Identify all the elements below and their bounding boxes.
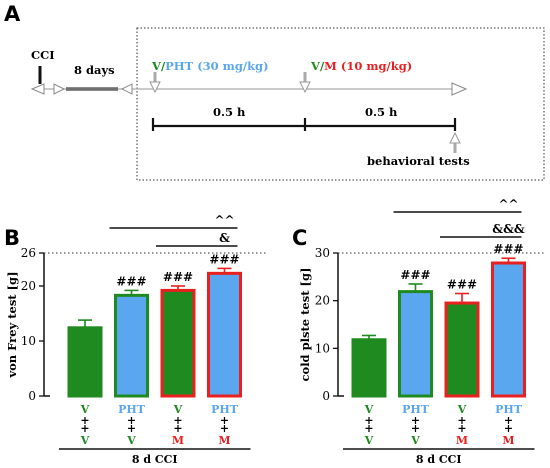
drug2-arrow-icon [299, 81, 311, 94]
panel-a-letter: A [4, 2, 21, 26]
category-top-label: V [457, 403, 467, 416]
y-axis-label: von Frey test [g] [5, 271, 19, 378]
drug2-label: V/M (10 mg/kg) [310, 59, 412, 73]
drug2-vehicle: V [310, 59, 321, 73]
drug1-label: V/PHT (30 mg/kg) [151, 59, 269, 73]
category-top-label: PHT [495, 403, 523, 416]
treatment-box [136, 27, 545, 181]
significance-label: ### [447, 278, 477, 292]
days-left-arrow-icon [53, 83, 66, 95]
panel-b-letter: B [4, 226, 20, 250]
category-plus: + [127, 414, 136, 427]
category-bottom-label: M [172, 434, 184, 447]
category-plus: + [364, 414, 373, 427]
significance-label: ### [116, 274, 146, 288]
category-plus: + [411, 422, 420, 435]
bar [351, 338, 387, 398]
category-plus: + [504, 414, 513, 427]
y-axis-label: cold plste test [g] [298, 268, 312, 382]
category-plus: + [411, 414, 420, 427]
category-plus: + [173, 422, 182, 435]
timeline-right-arrow-icon [451, 82, 468, 96]
bar [207, 271, 242, 398]
category-top-label: PHT [118, 403, 146, 416]
y-tick-label: 26 [21, 246, 36, 260]
category-plus: + [504, 422, 513, 435]
category-top-label: V [80, 403, 90, 416]
bar [114, 293, 149, 398]
significance-label: ### [209, 252, 239, 266]
panel-a: A CCI 8 days V/PHT (30 mg/kg) V/M (10 mg… [4, 2, 545, 181]
days-right-arrow-icon [120, 83, 133, 95]
y-tick-label: 20 [21, 279, 36, 293]
tests-arrow-icon [449, 131, 461, 144]
category-plus: + [457, 422, 466, 435]
drug1-arrow-icon [149, 81, 161, 94]
comparison-label: ^^ [214, 213, 234, 227]
y-tick-label: 10 [315, 341, 330, 355]
cci-label: CCI [31, 48, 55, 62]
interval2-label: 0.5 h [365, 105, 398, 119]
timeline-left-arrow-icon [30, 83, 45, 95]
category-top-label: V [364, 403, 374, 416]
y-tick-label: 0 [28, 389, 36, 403]
significance-label: ### [163, 270, 193, 284]
category-plus: + [127, 422, 136, 435]
drug1-slash: / [161, 59, 166, 73]
comparison-label: &&& [492, 222, 525, 236]
days-label: 8 days [74, 63, 115, 77]
category-plus: + [80, 414, 89, 427]
category-plus: + [220, 422, 229, 435]
bar [67, 326, 103, 398]
y-tick-label: 30 [315, 246, 330, 260]
bar [398, 290, 433, 398]
category-bottom-label: V [126, 434, 136, 447]
category-plus: + [457, 414, 466, 427]
category-plus: + [173, 414, 182, 427]
category-bottom-label: M [502, 434, 514, 447]
category-bottom-label: M [218, 434, 230, 447]
y-tick-label: 10 [21, 334, 36, 348]
category-plus: + [80, 422, 89, 435]
x-axis-label: 8 d CCI [132, 453, 178, 466]
category-plus: + [220, 414, 229, 427]
interval1-label: 0.5 h [213, 105, 246, 119]
category-plus: + [364, 422, 373, 435]
category-bottom-label: V [364, 434, 374, 447]
bar [444, 301, 480, 398]
bar [491, 261, 526, 398]
significance-label: ### [493, 242, 523, 256]
significance-label: ### [400, 268, 430, 282]
drug2-name: M (10 mg/kg) [324, 59, 412, 73]
y-tick-label: 20 [315, 294, 330, 308]
y-tick-label: 0 [322, 389, 330, 403]
panel-c-letter: C [292, 226, 307, 250]
drug2-slash: / [320, 59, 325, 73]
category-top-label: PHT [402, 403, 430, 416]
tests-label: behavioral tests [367, 154, 470, 168]
drug1-vehicle: V [151, 59, 162, 73]
drug1-name: PHT (30 mg/kg) [165, 59, 268, 73]
bar [160, 288, 196, 398]
category-bottom-label: V [410, 434, 420, 447]
comparison-label: & [219, 231, 230, 245]
category-bottom-label: M [456, 434, 468, 447]
category-top-label: V [173, 403, 183, 416]
category-bottom-label: V [80, 434, 90, 447]
x-axis-label: 8 d CCI [416, 453, 462, 466]
category-top-label: PHT [211, 403, 239, 416]
comparison-label: ^^ [498, 197, 518, 211]
